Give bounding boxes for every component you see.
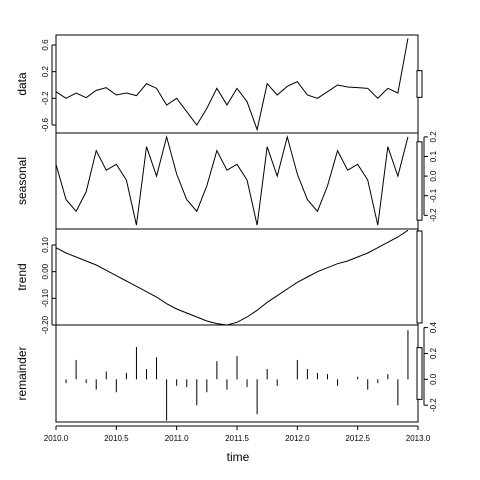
x-tick-label: 2012.5: [345, 434, 370, 443]
y-tick-label: 0.2: [429, 347, 438, 359]
series-line-seasonal: [55, 134, 409, 226]
y-tick-label: 0.1: [429, 150, 438, 162]
panel-frame-seasonal: [55, 132, 419, 230]
y-tick-label: 0.6: [41, 39, 50, 51]
y-tick-label: -0.2: [41, 91, 50, 105]
y-axis-label-data: data: [15, 72, 29, 96]
y-axis-label-remainder: remainder: [15, 346, 29, 400]
panel-frame-trend: [55, 228, 419, 326]
y-tick-label: 0.0: [429, 373, 438, 385]
scale-bar: [416, 70, 423, 98]
y-axis-label-seasonal: seasonal: [15, 157, 29, 205]
y-tick-label: -0.2: [429, 208, 438, 222]
y-tick-label: -0.2: [429, 398, 438, 412]
y-tick-label: 0.10: [41, 237, 50, 253]
panel-remainder: remainder -0.2 0.0 0.2 0.4: [15, 321, 438, 423]
y-tick-label: 0.00: [41, 263, 50, 279]
panel-data: data -0.6 -0.2 0.2 0.6: [15, 34, 423, 134]
x-tick-label: 2013.0: [406, 434, 431, 443]
panel-trend: trend -0.20 -0.10 0.00 0.10: [15, 228, 423, 334]
scale-bar: [416, 141, 423, 221]
y-axis-label-trend: trend: [15, 263, 29, 290]
x-tick-label: 2011.5: [225, 434, 249, 443]
x-tick-label: 2012.0: [285, 434, 310, 443]
panel-seasonal: seasonal -0.2 -0.1 0.0 0.1 0.2: [15, 131, 438, 230]
y-tick-label: -0.1: [429, 188, 438, 202]
scale-bar: [416, 347, 423, 400]
time-axis: 2010.0 2010.5 2011.0 2011.5 2012.0 2012.5 2013…: [44, 425, 431, 443]
x-tick-label: 2010.0: [44, 434, 69, 443]
panel-frame-data: [55, 34, 419, 134]
x-axis-label: time: [227, 450, 250, 464]
x-tick-label: 2010.5: [104, 434, 129, 443]
y-tick-label: 0.4: [429, 321, 438, 333]
scale-bar: [416, 230, 423, 324]
y-tick-label: 0.0: [429, 170, 438, 182]
y-tick-label: 0.2: [429, 131, 438, 143]
y-tick-label: 0.2: [41, 66, 50, 78]
series-line-data: [55, 38, 409, 132]
y-tick-label: -0.20: [41, 315, 50, 334]
y-tick-label: -0.6: [41, 118, 50, 132]
y-tick-label: -0.10: [41, 289, 50, 308]
series-line-trend: [55, 229, 409, 326]
chart-panels: data -0.6 -0.2 0.2 0.6 seasonal -0.2 -0.1 0.0 0.1…: [15, 34, 438, 423]
x-tick-label: 2011.0: [165, 434, 189, 443]
